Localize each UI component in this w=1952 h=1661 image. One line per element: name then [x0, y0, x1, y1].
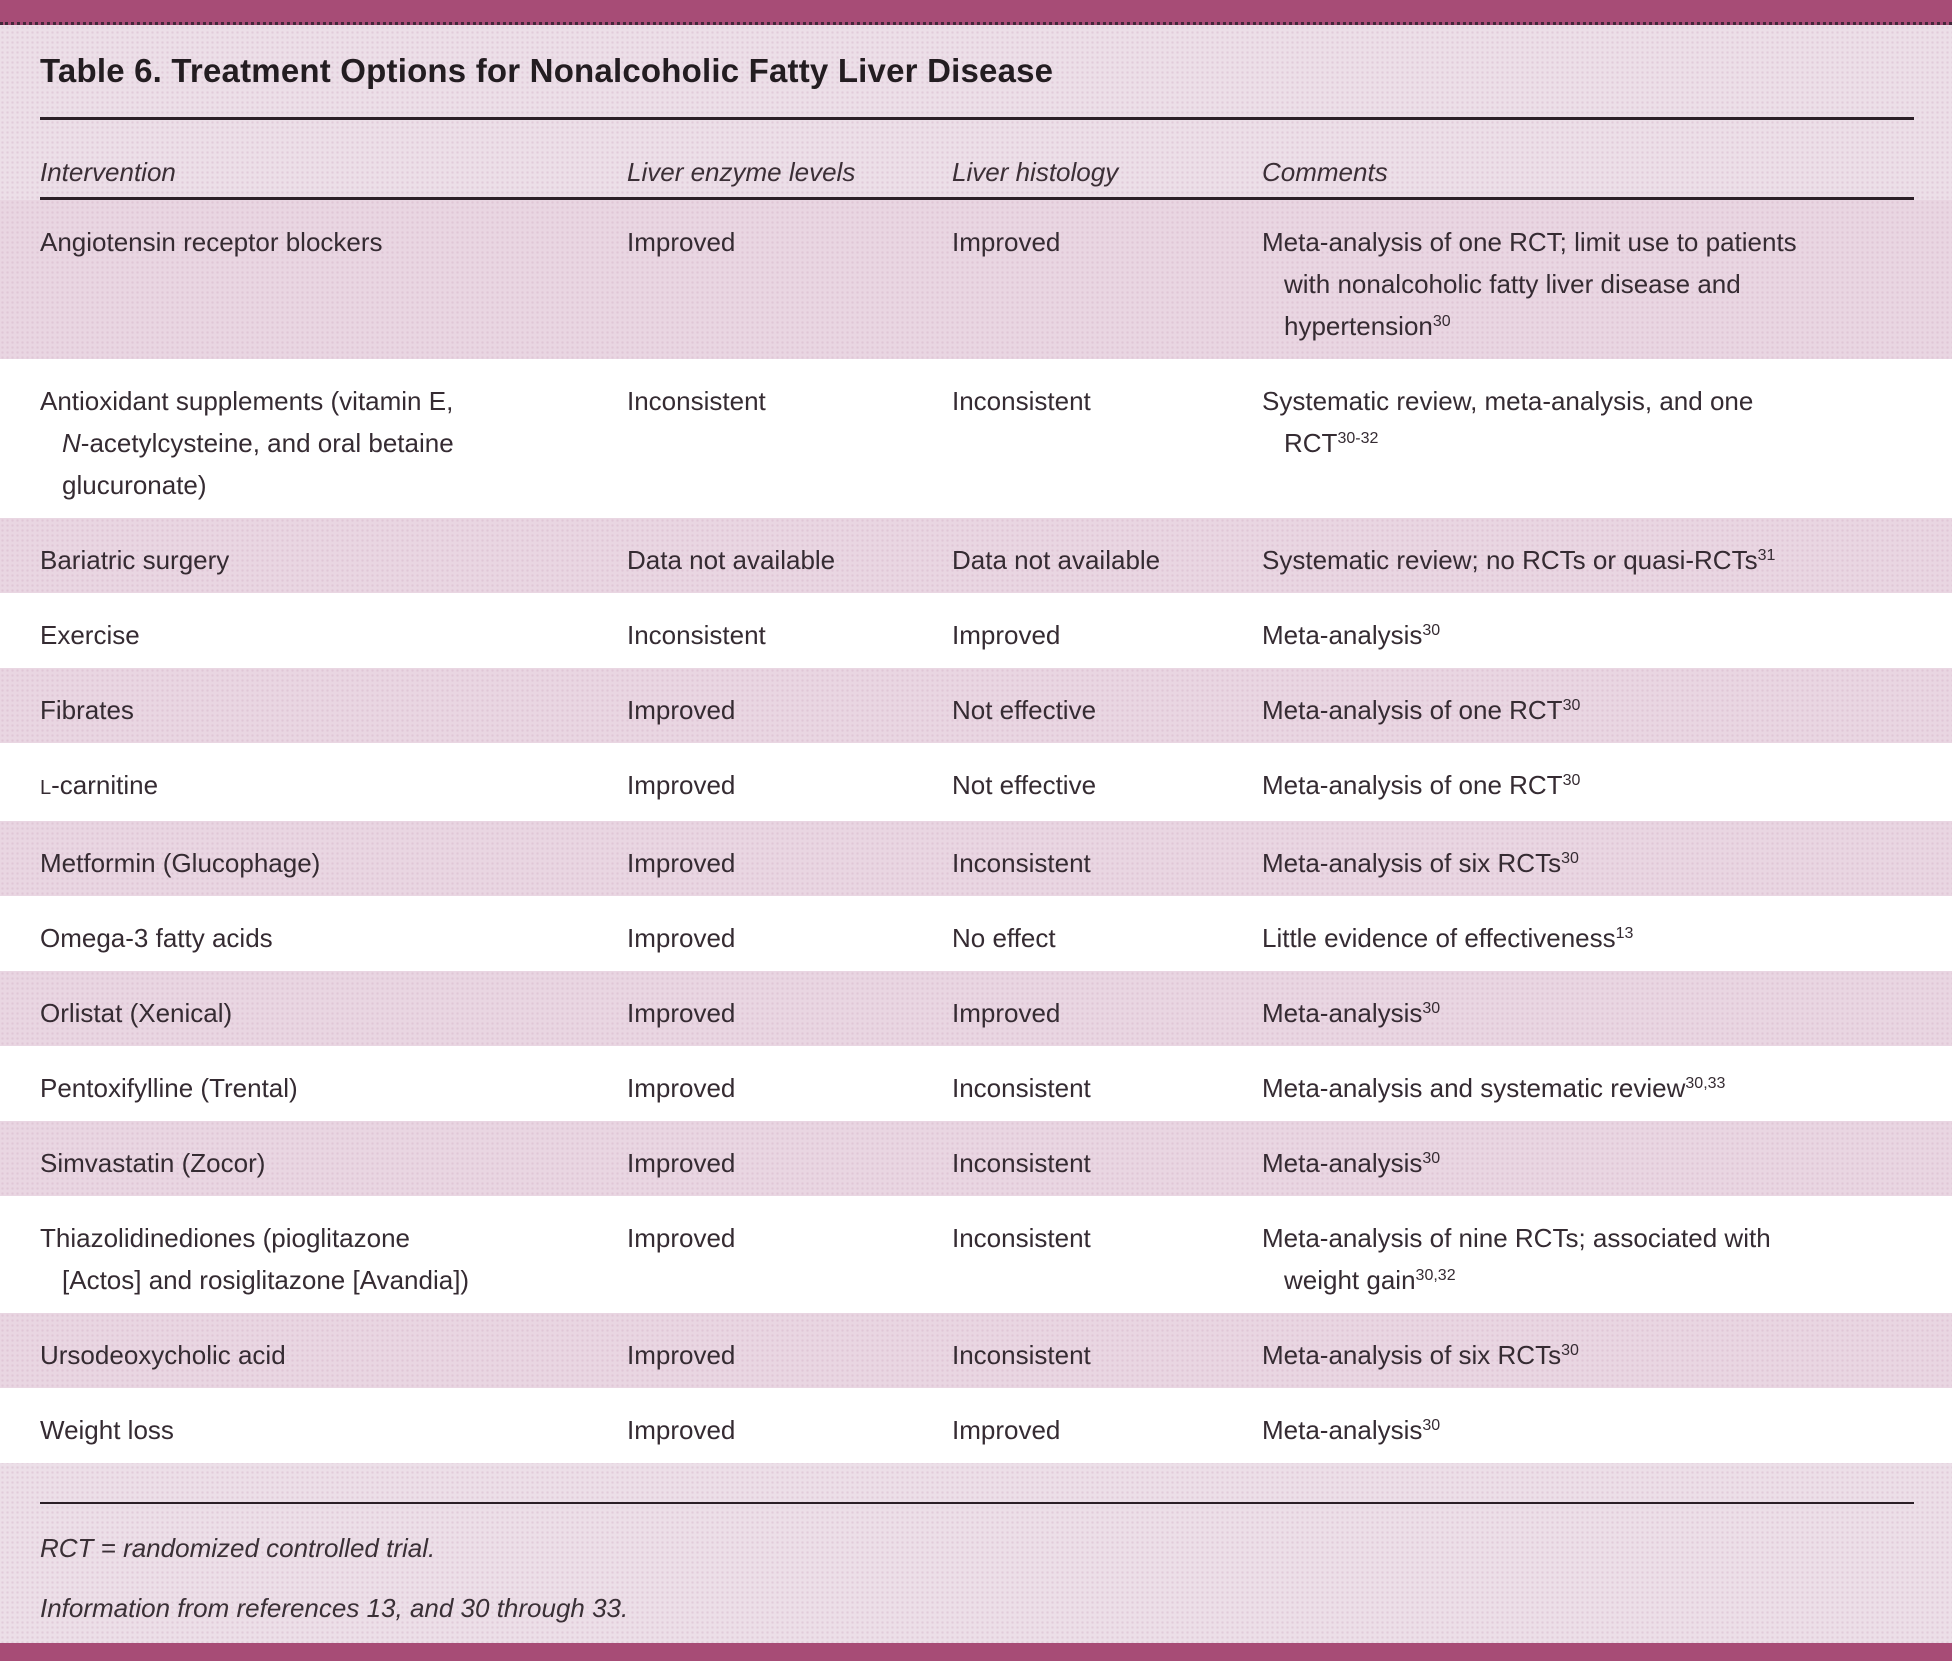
- header-rule: [40, 197, 1914, 200]
- cell-comments: Little evidence of effectiveness13: [1262, 923, 1634, 953]
- cell-comments: Meta-analysis30: [1262, 998, 1441, 1028]
- cell-histology: Inconsistent: [952, 386, 1091, 416]
- cell-intervention: Fibrates: [40, 695, 134, 725]
- cell-intervention: Bariatric surgery: [40, 545, 230, 575]
- cell-enzyme: Improved: [627, 1073, 736, 1103]
- cell-histology: Improved: [952, 1415, 1061, 1445]
- cell-intervention: Antioxidant supplements (vitamin E, N-ace…: [40, 386, 454, 500]
- cell-enzyme: Improved: [627, 770, 736, 800]
- col-header-comments: Comments: [1262, 157, 1388, 187]
- cell-enzyme: Improved: [627, 695, 736, 725]
- cell-enzyme: Improved: [627, 1340, 736, 1370]
- cell-histology: Not effective: [952, 770, 1097, 800]
- bottom-accent-bar: [0, 1643, 1952, 1661]
- col-header-liver-enzyme-levels: Liver enzyme levels: [627, 157, 856, 187]
- footnote-rule: [40, 1502, 1914, 1504]
- table-row: Omega-3 fatty acids Improved No effect Litt…: [0, 896, 1952, 971]
- table-row: Metformin (Glucophage) Improved Inconsiste…: [0, 821, 1952, 896]
- table-body: Angiotensin receptor blockers Improved Imp…: [0, 200, 1952, 1463]
- table-row: Weight loss Improved Improved Meta-analysis…: [0, 1388, 1952, 1463]
- cell-histology: Inconsistent: [952, 1223, 1091, 1253]
- cell-comments: Systematic review; no RCTs or quasi-RCTs…: [1262, 545, 1776, 575]
- cell-comments: Meta-analysis of one RCT30: [1262, 695, 1581, 725]
- cell-intervention: Pentoxifylline (Trental): [40, 1073, 298, 1103]
- cell-histology: Inconsistent: [952, 848, 1091, 878]
- cell-comments: Meta-analysis of nine RCTs; associated w…: [1262, 1223, 1771, 1295]
- table-row: Pentoxifylline (Trental) Improved Inconsis…: [0, 1046, 1952, 1121]
- cell-comments: Meta-analysis of six RCTs30: [1262, 1340, 1579, 1370]
- table-row: Angiotensin receptor blockers Improved Imp…: [0, 200, 1952, 359]
- cell-enzyme: Improved: [627, 923, 736, 953]
- cell-comments: Systematic review, meta-analysis, and on…: [1262, 386, 1754, 458]
- cell-comments: Meta-analysis30: [1262, 1415, 1441, 1445]
- cell-comments: Meta-analysis30: [1262, 1148, 1441, 1178]
- cell-histology: Data not available: [952, 545, 1161, 575]
- cell-enzyme: Data not available: [627, 545, 836, 575]
- top-accent-bar: [0, 0, 1952, 25]
- cell-enzyme: Improved: [627, 1148, 736, 1178]
- cell-intervention: Orlistat (Xenical): [40, 998, 233, 1028]
- cell-intervention: Metformin (Glucophage): [40, 848, 321, 878]
- cell-enzyme: Improved: [627, 227, 736, 257]
- cell-comments: Meta-analysis30: [1262, 620, 1441, 650]
- cell-enzyme: Improved: [627, 1415, 736, 1445]
- cell-comments: Meta-analysis of one RCT; limit use to p…: [1262, 227, 1797, 341]
- cell-comments: Meta-analysis of one RCT30: [1262, 770, 1581, 800]
- table-row: Thiazolidinediones (pioglitazone [Actos] …: [0, 1196, 1952, 1313]
- cell-histology: Inconsistent: [952, 1340, 1091, 1370]
- col-header-liver-histology: Liver histology: [952, 157, 1119, 187]
- cell-histology: Inconsistent: [952, 1148, 1091, 1178]
- col-header-intervention: Intervention: [40, 157, 176, 187]
- cell-intervention: Thiazolidinediones (pioglitazone [Actos] …: [40, 1223, 470, 1295]
- cell-enzyme: Inconsistent: [627, 386, 766, 416]
- table-row: Exercise Inconsistent Improved Meta-analysi…: [0, 593, 1952, 668]
- cell-intervention: Ursodeoxycholic acid: [40, 1340, 286, 1370]
- cell-histology: Not effective: [952, 695, 1097, 725]
- cell-enzyme: Improved: [627, 848, 736, 878]
- table-row: Ursodeoxycholic acid Improved Inconsistent…: [0, 1313, 1952, 1388]
- cell-comments: Meta-analysis of six RCTs30: [1262, 848, 1579, 878]
- table-row: Antioxidant supplements (vitamin E, N-ace…: [0, 359, 1952, 518]
- table-row: L-carnitine Improved Not effective Meta-ana…: [0, 743, 1952, 821]
- cell-intervention: Omega-3 fatty acids: [40, 923, 273, 953]
- table-row: Fibrates Improved Not effective Meta-analys…: [0, 668, 1952, 743]
- footnote-rct-definition: RCT = randomized controlled trial.: [40, 1533, 436, 1563]
- cell-histology: No effect: [952, 923, 1056, 953]
- cell-enzyme: Improved: [627, 1223, 736, 1253]
- cell-intervention: Angiotensin receptor blockers: [40, 227, 383, 257]
- cell-intervention: Exercise: [40, 620, 140, 650]
- cell-histology: Improved: [952, 620, 1061, 650]
- title-rule: [40, 117, 1914, 120]
- cell-intervention: Simvastatin (Zocor): [40, 1148, 266, 1178]
- header-row: Intervention Liver enzyme levels Liver h…: [0, 157, 1952, 187]
- table-row: Simvastatin (Zocor) Improved Inconsistent M…: [0, 1121, 1952, 1196]
- cell-histology: Improved: [952, 998, 1061, 1028]
- cell-intervention: L-carnitine: [40, 770, 159, 800]
- cell-histology: Inconsistent: [952, 1073, 1091, 1103]
- footnote-references: Information from references 13, and 30 t…: [40, 1593, 629, 1623]
- table-row: Orlistat (Xenical) Improved Improved Meta-a…: [0, 971, 1952, 1046]
- cell-comments: Meta-analysis and systematic review30,33: [1262, 1073, 1726, 1103]
- table-row: Bariatric surgery Data not available Data …: [0, 518, 1952, 593]
- cell-enzyme: Inconsistent: [627, 620, 766, 650]
- cell-enzyme: Improved: [627, 998, 736, 1028]
- cell-histology: Improved: [952, 227, 1061, 257]
- cell-intervention: Weight loss: [40, 1415, 174, 1445]
- table-title: Table 6. Treatment Options for Nonalcoho…: [40, 52, 1054, 89]
